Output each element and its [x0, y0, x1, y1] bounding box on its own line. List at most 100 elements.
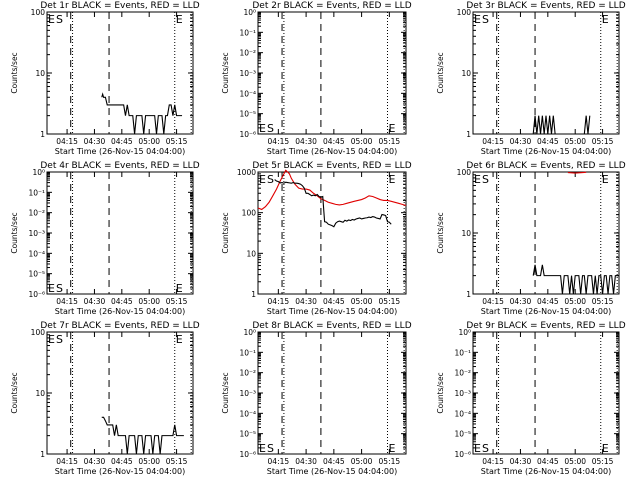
- y-tick-label: 10⁻³: [239, 389, 256, 398]
- y-tick-label: 10⁻²: [239, 49, 256, 58]
- end-marker-label: E: [389, 173, 396, 186]
- y-tick-label: 10: [35, 69, 45, 78]
- y-axis-label: Counts/sec: [436, 212, 445, 253]
- x-tick-label: 04:15: [56, 457, 78, 466]
- y-tick-label: 10⁻⁴: [239, 409, 256, 418]
- plot-frame: [46, 11, 194, 135]
- y-tick-label: 1: [251, 290, 256, 299]
- x-tick-label: 05:00: [351, 457, 373, 466]
- end-marker-label: E: [259, 442, 266, 455]
- x-tick-label: 04:30: [84, 137, 106, 146]
- x-axis-label: Start Time (26-Nov-15 04:04:00): [481, 467, 611, 476]
- y-tick-label: 10: [461, 229, 471, 238]
- x-tick-label: 05:00: [138, 457, 160, 466]
- y-tick-label: 1: [466, 290, 471, 299]
- y-tick-label: 10⁻⁵: [454, 430, 471, 439]
- x-tick-label: 04:30: [510, 137, 532, 146]
- end-marker-label: E: [389, 122, 396, 135]
- chart-panel-5: Det 5r BLACK = Events, RED = LLD 1 10 100 10…: [221, 161, 412, 316]
- x-axis-label: Start Time (26-Nov-15 04:04:00): [55, 307, 185, 316]
- x-tick-label: 05:15: [166, 457, 188, 466]
- x-tick-label: 04:15: [268, 297, 290, 306]
- end-marker-label: E: [176, 13, 183, 26]
- start-marker-label: S: [56, 282, 63, 295]
- y-tick-label: 10: [461, 69, 471, 78]
- x-tick-label: 05:00: [351, 297, 373, 306]
- end-marker-label: E: [259, 173, 266, 186]
- end-marker-label: E: [389, 442, 396, 455]
- start-marker-label: S: [482, 173, 489, 186]
- x-tick-label: 05:15: [379, 457, 401, 466]
- chart-panel-2: Det 2r BLACK = Events, RED = LLD 10⁻⁶ 10⁻⁵…: [221, 1, 412, 156]
- y-tick-label: 10⁻²: [28, 209, 45, 218]
- x-tick-label: 04:45: [537, 297, 559, 306]
- chart-panel-1: Det 1r BLACK = Events, RED = LLD 1 10 100 Co…: [10, 1, 200, 156]
- events-series-line: [583, 115, 591, 135]
- x-tick-label: 05:15: [166, 137, 188, 146]
- x-tick-label: 04:30: [295, 297, 317, 306]
- y-tick-label: 10⁻²: [239, 369, 256, 378]
- x-tick-label: 04:30: [84, 297, 106, 306]
- y-tick-label: 10⁻⁴: [28, 249, 45, 258]
- start-marker-label: S: [56, 333, 63, 346]
- x-tick-label: 04:45: [323, 457, 345, 466]
- y-tick-label: 10⁻⁶: [28, 290, 45, 299]
- start-marker-label: S: [267, 173, 274, 186]
- y-tick-label: 10⁻¹: [239, 28, 256, 37]
- chart-title: Det 5r BLACK = Events, RED = LLD: [252, 161, 411, 171]
- y-tick-label: 100: [242, 209, 257, 218]
- chart-title: Det 4r BLACK = Events, RED = LLD: [40, 161, 199, 171]
- y-tick-label: 10⁻⁴: [239, 89, 256, 98]
- x-tick-label: 04:45: [323, 297, 345, 306]
- x-tick-label: 05:00: [138, 137, 160, 146]
- plot-frame: [257, 11, 407, 135]
- chart-panel-3: Det 3r BLACK = Events, RED = LLD 1 10 100 Co…: [436, 1, 626, 156]
- x-axis-label: Start Time (26-Nov-15 04:04:00): [267, 147, 397, 156]
- y-tick-label: 10: [35, 389, 45, 398]
- x-tick-label: 04:15: [482, 297, 504, 306]
- end-marker-label: E: [474, 442, 481, 455]
- chart-panel-7: Det 7r BLACK = Events, RED = LLD 1 10 100 Co…: [10, 321, 200, 476]
- x-tick-label: 05:00: [351, 137, 373, 146]
- x-axis-label: Start Time (26-Nov-15 04:04:00): [267, 467, 397, 476]
- y-tick-label: 10⁰: [32, 168, 45, 177]
- plot-frame: [257, 171, 407, 295]
- events-series-line: [101, 92, 183, 135]
- y-tick-label: 10: [246, 249, 256, 258]
- x-tick-label: 04:15: [482, 457, 504, 466]
- lld-series-line: [567, 171, 587, 174]
- x-tick-label: 04:30: [510, 457, 532, 466]
- y-tick-label: 1: [466, 130, 471, 139]
- x-tick-label: 04:30: [295, 137, 317, 146]
- x-tick-label: 05:15: [379, 137, 401, 146]
- end-marker-label: E: [474, 173, 481, 186]
- y-tick-label: 1: [40, 130, 45, 139]
- x-tick-label: 04:15: [56, 297, 78, 306]
- plot-frame: [46, 171, 194, 295]
- end-marker-label: E: [176, 282, 183, 295]
- y-tick-label: 100: [457, 168, 472, 177]
- y-tick-label: 10⁻⁵: [239, 430, 256, 439]
- y-axis-label: Counts/sec: [436, 372, 445, 413]
- x-axis-label: Start Time (26-Nov-15 04:04:00): [267, 307, 397, 316]
- chart-title: Det 6r BLACK = Events, RED = LLD: [466, 161, 625, 171]
- x-axis-label: Start Time (26-Nov-15 04:04:00): [55, 147, 185, 156]
- chart-title: Det 7r BLACK = Events, RED = LLD: [40, 321, 199, 331]
- chart-title: Det 9r BLACK = Events, RED = LLD: [466, 321, 625, 331]
- x-tick-label: 05:15: [592, 457, 614, 466]
- x-tick-label: 05:15: [166, 297, 188, 306]
- x-tick-label: 05:00: [564, 137, 586, 146]
- y-tick-label: 10⁻¹: [239, 348, 256, 357]
- events-series-line: [532, 115, 619, 135]
- y-axis-label: Counts/sec: [221, 52, 230, 93]
- events-series-line: [274, 179, 392, 228]
- events-series-line: [532, 264, 619, 295]
- chart-panel-9: Det 9r BLACK = Events, RED = LLD 10⁻⁶ 10⁻⁵…: [436, 321, 626, 476]
- y-tick-label: 10⁻⁶: [239, 450, 256, 459]
- x-axis-label: Start Time (26-Nov-15 04:04:00): [55, 467, 185, 476]
- events-series-line: [101, 416, 184, 455]
- x-tick-label: 04:30: [510, 297, 532, 306]
- start-marker-label: S: [56, 13, 63, 26]
- y-tick-label: 10⁻⁴: [454, 409, 471, 418]
- x-tick-label: 04:45: [537, 457, 559, 466]
